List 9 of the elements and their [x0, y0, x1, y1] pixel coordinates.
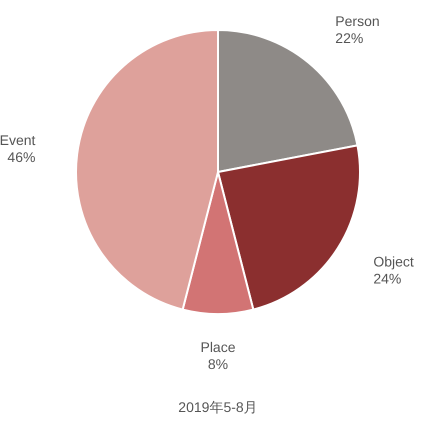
- data-label: 24%: [373, 270, 402, 287]
- text: 2019年5-8月: [178, 399, 258, 415]
- slice-label: Event: [0, 132, 36, 148]
- slice-label: Person: [335, 13, 380, 30]
- slice-label: Object: [373, 254, 414, 270]
- slice-label: Place: [200, 339, 236, 355]
- data-label: 22%: [335, 30, 364, 46]
- data-label: 46%: [7, 148, 36, 165]
- data-label: 8%: [208, 356, 228, 372]
